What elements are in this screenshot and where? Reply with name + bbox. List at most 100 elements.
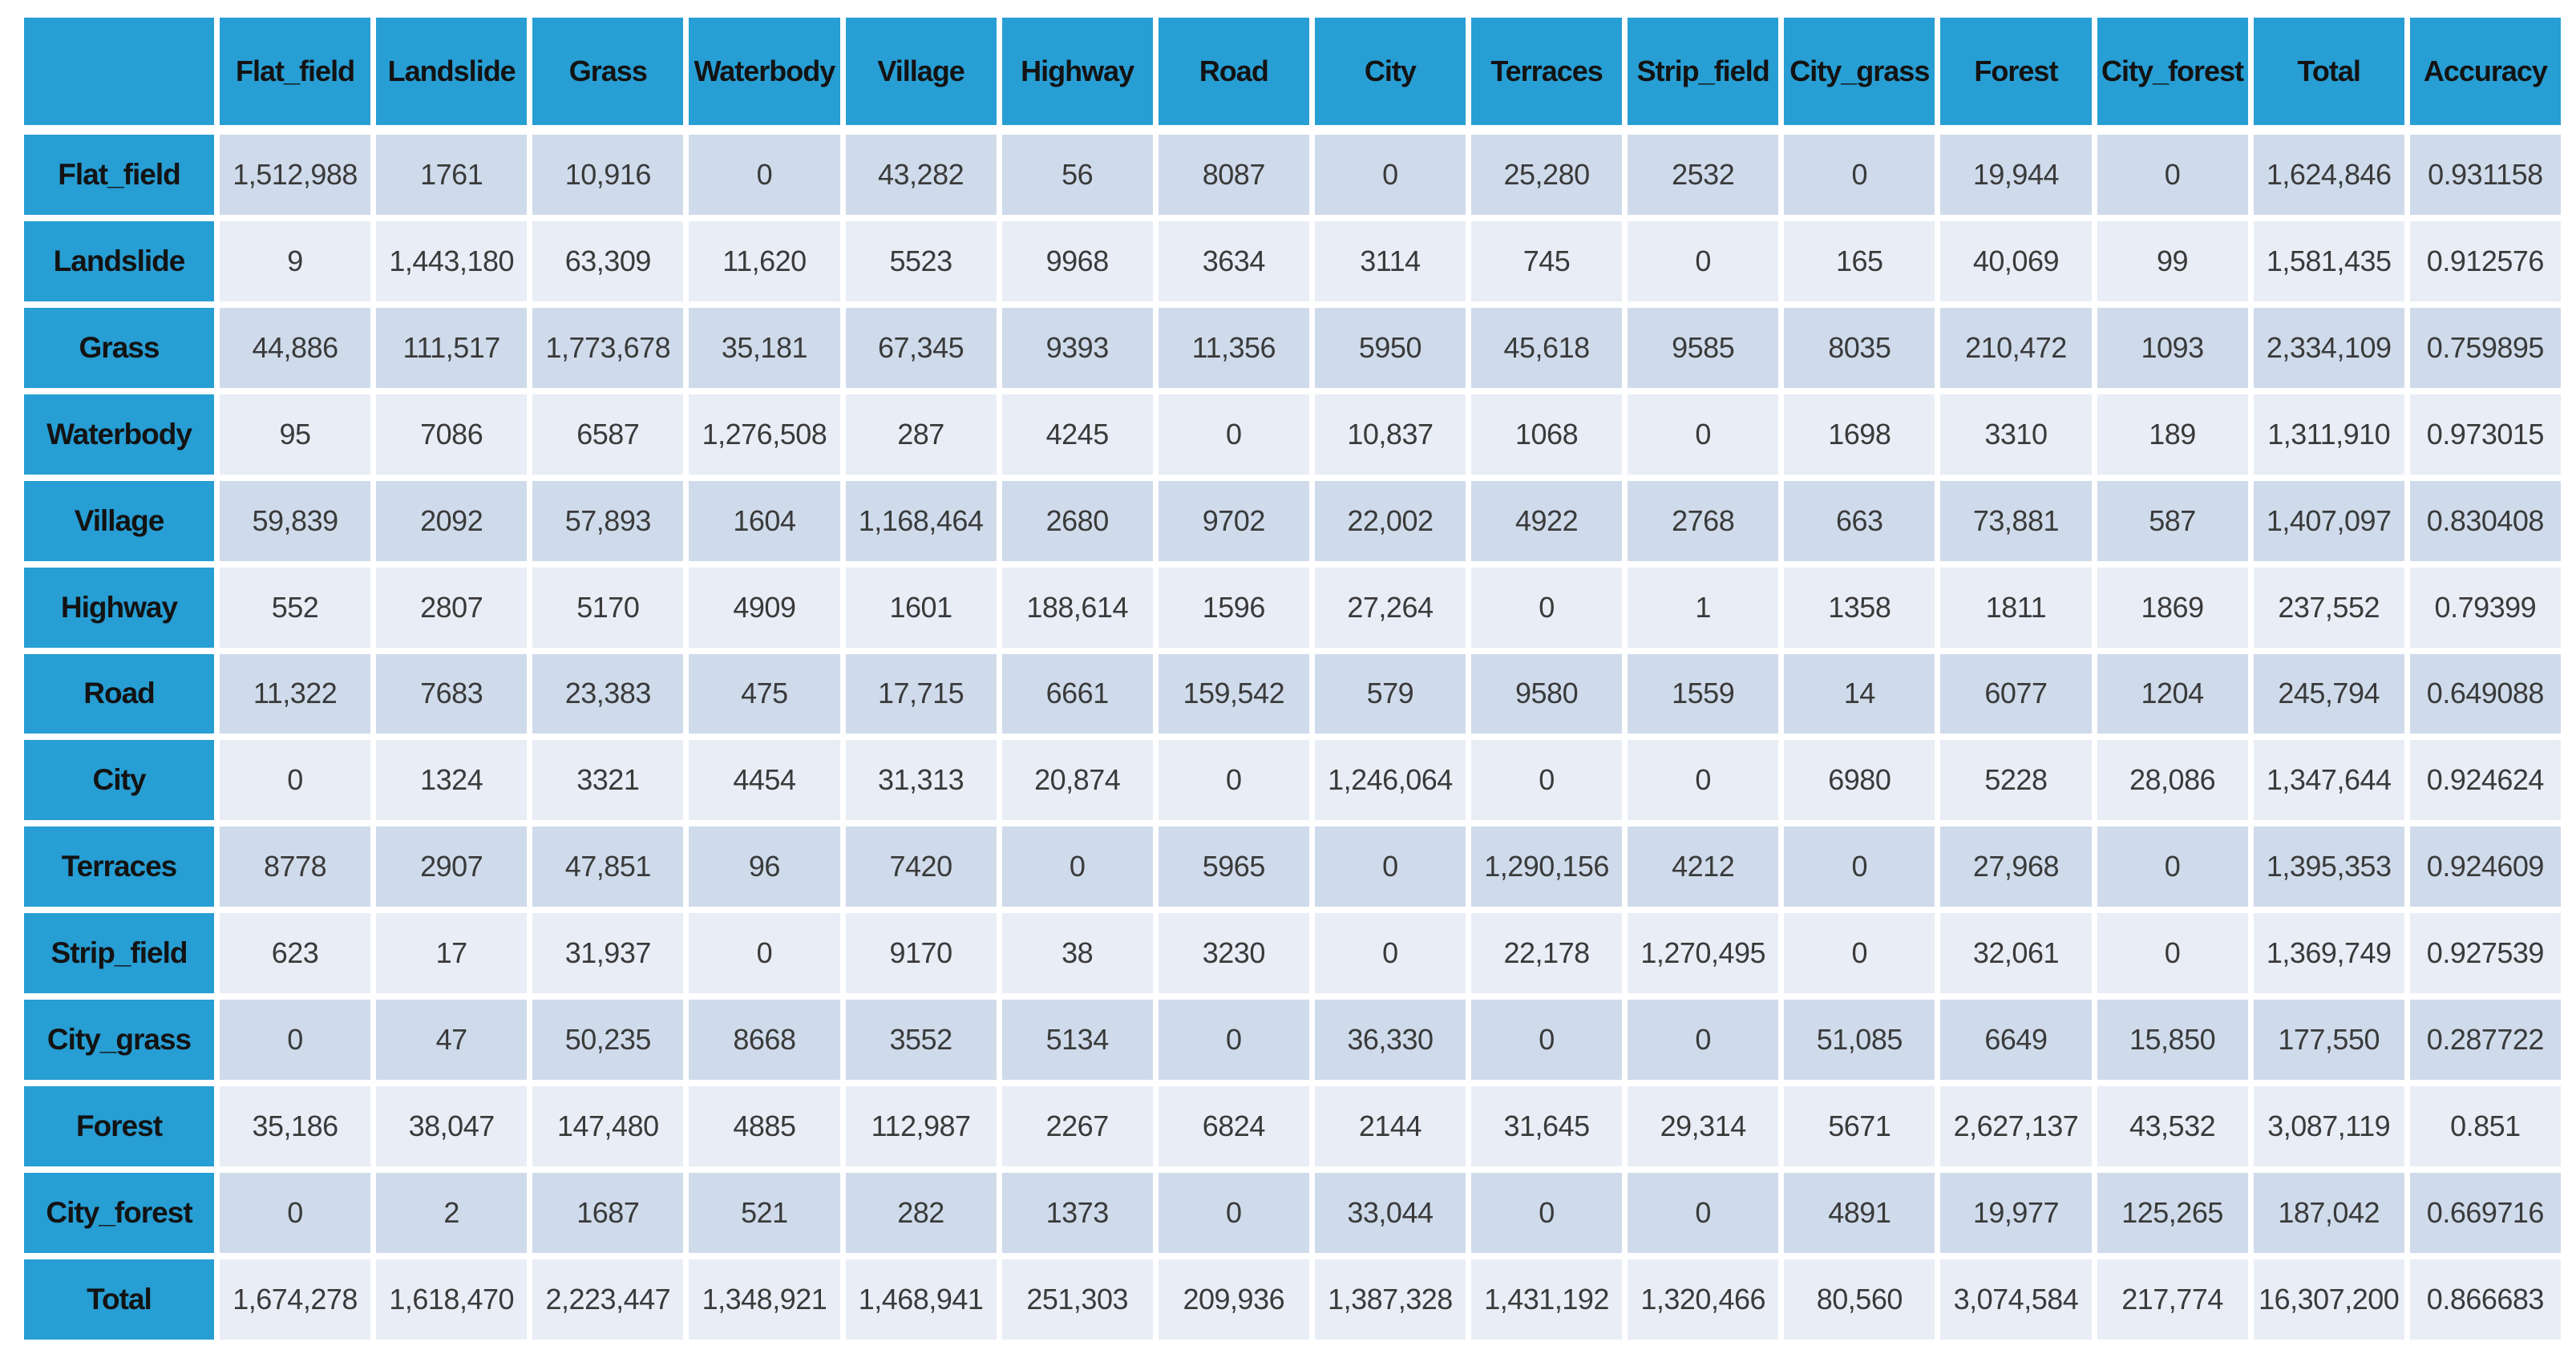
cell-city_grass-total[interactable]: 177,550 (2253, 1000, 2410, 1087)
cell-city-waterbody[interactable]: 4454 (689, 740, 846, 827)
cell-village-city_forest[interactable]: 587 (2097, 480, 2254, 568)
cell-forest-forest[interactable]: 2,627,137 (1940, 1086, 2097, 1174)
row-header-landslide[interactable]: Landslide (24, 220, 220, 308)
cell-city_grass-village[interactable]: 3552 (845, 1000, 1002, 1087)
row-header-highway[interactable]: Highway (24, 567, 220, 654)
row-header-strip_field[interactable]: Strip_field (24, 913, 220, 1000)
cell-total-city[interactable]: 1,387,328 (1314, 1259, 1471, 1346)
column-header-grass[interactable]: Grass (532, 18, 689, 135)
cell-road-village[interactable]: 17,715 (845, 653, 1002, 741)
cell-waterbody-city_grass[interactable]: 1698 (1784, 394, 1941, 481)
cell-total-accuracy[interactable]: 0.866683 (2409, 1259, 2566, 1346)
cell-village-village[interactable]: 1,168,464 (845, 480, 1002, 568)
cell-strip_field-city_forest[interactable]: 0 (2097, 913, 2254, 1000)
cell-flat_field-landslide[interactable]: 1761 (376, 135, 533, 221)
cell-forest-accuracy[interactable]: 0.851 (2409, 1086, 2566, 1174)
cell-city_forest-village[interactable]: 282 (845, 1173, 1002, 1259)
cell-waterbody-landslide[interactable]: 7086 (376, 394, 533, 481)
column-header-village[interactable]: Village (845, 18, 1002, 135)
cell-terraces-flat_field[interactable]: 8778 (220, 827, 377, 914)
cell-grass-highway[interactable]: 9393 (1001, 307, 1159, 394)
column-header-city[interactable]: City (1314, 18, 1471, 135)
cell-terraces-grass[interactable]: 47,851 (532, 827, 689, 914)
cell-waterbody-total[interactable]: 1,311,910 (2253, 394, 2410, 481)
cell-strip_field-city[interactable]: 0 (1314, 913, 1471, 1000)
cell-road-grass[interactable]: 23,383 (532, 653, 689, 741)
cell-flat_field-waterbody[interactable]: 0 (689, 135, 846, 221)
cell-landslide-grass[interactable]: 63,309 (532, 220, 689, 308)
cell-landslide-road[interactable]: 3634 (1158, 220, 1315, 308)
row-header-terraces[interactable]: Terraces (24, 827, 220, 914)
cell-waterbody-flat_field[interactable]: 95 (220, 394, 377, 481)
row-header-total[interactable]: Total (24, 1259, 220, 1346)
cell-waterbody-city_forest[interactable]: 189 (2097, 394, 2254, 481)
cell-total-total[interactable]: 16,307,200 (2253, 1259, 2410, 1346)
cell-grass-landslide[interactable]: 111,517 (376, 307, 533, 394)
cell-city_grass-road[interactable]: 0 (1158, 1000, 1315, 1087)
column-header-waterbody[interactable]: Waterbody (689, 18, 846, 135)
cell-strip_field-strip_field[interactable]: 1,270,495 (1628, 913, 1785, 1000)
cell-flat_field-total[interactable]: 1,624,846 (2253, 135, 2410, 221)
cell-highway-landslide[interactable]: 2807 (376, 567, 533, 654)
cell-grass-terraces[interactable]: 45,618 (1471, 307, 1628, 394)
cell-city_forest-accuracy[interactable]: 0.669716 (2409, 1173, 2566, 1259)
cell-highway-village[interactable]: 1601 (845, 567, 1002, 654)
cell-forest-terraces[interactable]: 31,645 (1471, 1086, 1628, 1174)
cell-village-total[interactable]: 1,407,097 (2253, 480, 2410, 568)
cell-terraces-city_forest[interactable]: 0 (2097, 827, 2254, 914)
cell-highway-city[interactable]: 27,264 (1314, 567, 1471, 654)
cell-road-highway[interactable]: 6661 (1001, 653, 1159, 741)
cell-city_grass-city[interactable]: 36,330 (1314, 1000, 1471, 1087)
cell-total-highway[interactable]: 251,303 (1001, 1259, 1159, 1346)
row-header-road[interactable]: Road (24, 653, 220, 741)
column-header-flat_field[interactable]: Flat_field (220, 18, 377, 135)
cell-flat_field-flat_field[interactable]: 1,512,988 (220, 135, 377, 221)
row-header-forest[interactable]: Forest (24, 1086, 220, 1174)
cell-landslide-terraces[interactable]: 745 (1471, 220, 1628, 308)
cell-forest-landslide[interactable]: 38,047 (376, 1086, 533, 1174)
cell-road-accuracy[interactable]: 0.649088 (2409, 653, 2566, 741)
cell-city_grass-flat_field[interactable]: 0 (220, 1000, 377, 1087)
row-header-waterbody[interactable]: Waterbody (24, 394, 220, 481)
cell-city-highway[interactable]: 20,874 (1001, 740, 1159, 827)
cell-grass-forest[interactable]: 210,472 (1940, 307, 2097, 394)
cell-city_grass-highway[interactable]: 5134 (1001, 1000, 1159, 1087)
cell-forest-grass[interactable]: 147,480 (532, 1086, 689, 1174)
cell-strip_field-accuracy[interactable]: 0.927539 (2409, 913, 2566, 1000)
cell-landslide-flat_field[interactable]: 9 (220, 220, 377, 308)
cell-landslide-city_grass[interactable]: 165 (1784, 220, 1941, 308)
cell-city_forest-strip_field[interactable]: 0 (1628, 1173, 1785, 1259)
cell-total-strip_field[interactable]: 1,320,466 (1628, 1259, 1785, 1346)
cell-city-landslide[interactable]: 1324 (376, 740, 533, 827)
cell-flat_field-city_forest[interactable]: 0 (2097, 135, 2254, 221)
cell-city-city_forest[interactable]: 28,086 (2097, 740, 2254, 827)
cell-total-grass[interactable]: 2,223,447 (532, 1259, 689, 1346)
cell-road-total[interactable]: 245,794 (2253, 653, 2410, 741)
cell-city_grass-city_forest[interactable]: 15,850 (2097, 1000, 2254, 1087)
cell-city_grass-landslide[interactable]: 47 (376, 1000, 533, 1087)
cell-strip_field-total[interactable]: 1,369,749 (2253, 913, 2410, 1000)
cell-total-village[interactable]: 1,468,941 (845, 1259, 1002, 1346)
cell-landslide-strip_field[interactable]: 0 (1628, 220, 1785, 308)
cell-landslide-forest[interactable]: 40,069 (1940, 220, 2097, 308)
cell-landslide-highway[interactable]: 9968 (1001, 220, 1159, 308)
cell-total-landslide[interactable]: 1,618,470 (376, 1259, 533, 1346)
cell-city_forest-highway[interactable]: 1373 (1001, 1173, 1159, 1259)
cell-highway-city_forest[interactable]: 1869 (2097, 567, 2254, 654)
column-header-forest[interactable]: Forest (1940, 18, 2097, 135)
cell-forest-village[interactable]: 112,987 (845, 1086, 1002, 1174)
cell-waterbody-accuracy[interactable]: 0.973015 (2409, 394, 2566, 481)
cell-terraces-total[interactable]: 1,395,353 (2253, 827, 2410, 914)
cell-forest-city[interactable]: 2144 (1314, 1086, 1471, 1174)
cell-road-city_forest[interactable]: 1204 (2097, 653, 2254, 741)
cell-city_forest-forest[interactable]: 19,977 (1940, 1173, 2097, 1259)
cell-city_grass-accuracy[interactable]: 0.287722 (2409, 1000, 2566, 1087)
cell-grass-city_forest[interactable]: 1093 (2097, 307, 2254, 394)
cell-grass-total[interactable]: 2,334,109 (2253, 307, 2410, 394)
cell-village-city[interactable]: 22,002 (1314, 480, 1471, 568)
cell-village-forest[interactable]: 73,881 (1940, 480, 2097, 568)
cell-village-road[interactable]: 9702 (1158, 480, 1315, 568)
cell-grass-road[interactable]: 11,356 (1158, 307, 1315, 394)
cell-highway-strip_field[interactable]: 1 (1628, 567, 1785, 654)
cell-terraces-city_grass[interactable]: 0 (1784, 827, 1941, 914)
